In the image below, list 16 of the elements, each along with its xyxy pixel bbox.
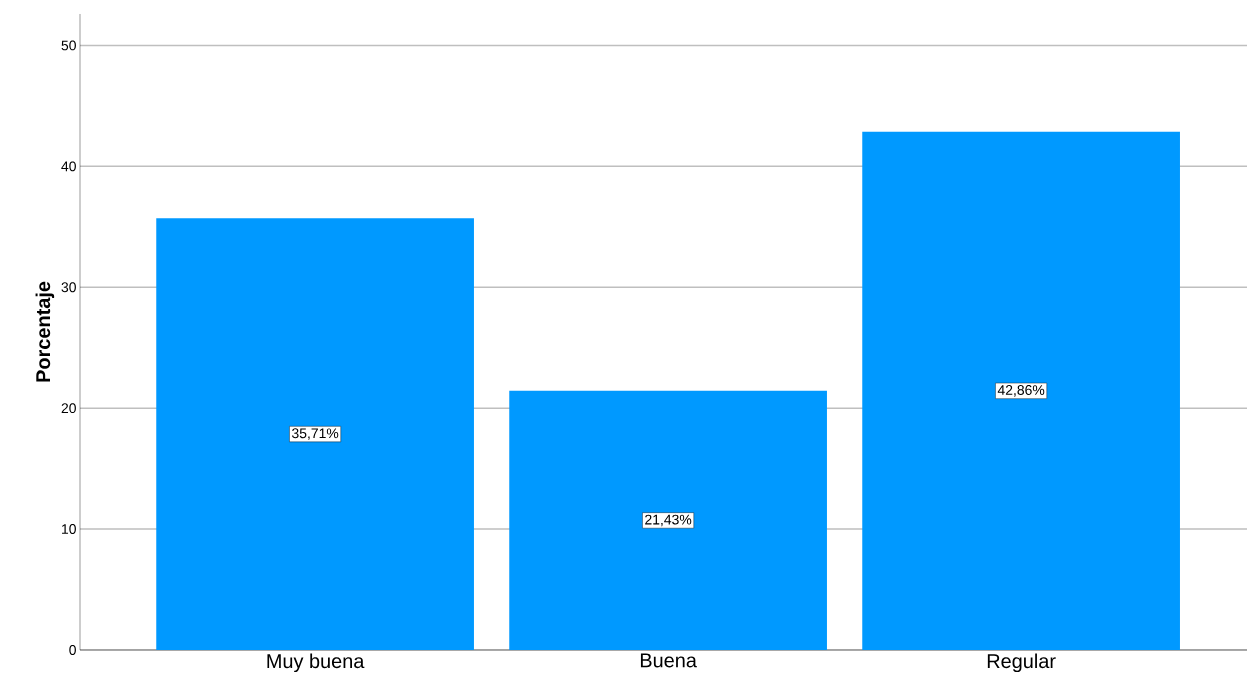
data-label: 35,71% (291, 428, 339, 440)
y-tick-label: 20 (61, 403, 76, 414)
y-tick-label: 0 (69, 645, 76, 655)
y-tick-label: 10 (62, 524, 76, 535)
y-tick-label: 50 (61, 40, 76, 51)
data-label: 42,86% (997, 385, 1045, 397)
y-tick-label: 30 (61, 282, 76, 293)
x-tick-label: Buena (640, 653, 697, 668)
data-label: 21,43% (645, 514, 692, 527)
bar (862, 131, 1180, 650)
bar (509, 390, 827, 650)
y-axis-title: Porcentaje (35, 281, 55, 382)
bar (156, 218, 474, 650)
y-tick-label: 40 (61, 161, 76, 172)
x-tick-label: Regular (987, 653, 1056, 673)
x-tick-label: Muy buena (267, 653, 365, 673)
